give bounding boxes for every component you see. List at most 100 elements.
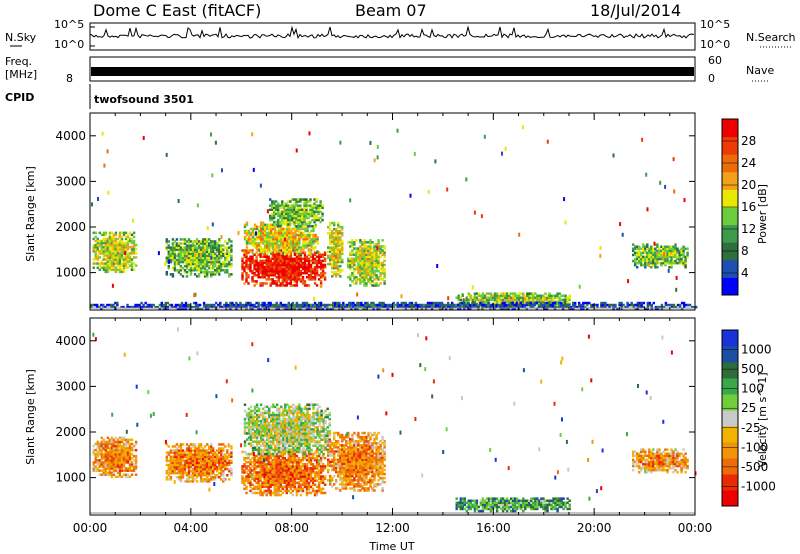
rti-cell — [261, 265, 264, 269]
rti-cell — [274, 250, 277, 253]
rti-cell — [287, 278, 290, 281]
rti-cell — [104, 270, 107, 274]
rti-cell — [413, 151, 416, 156]
rti-cell — [114, 252, 118, 255]
rti-cell — [277, 206, 280, 209]
rti-cell — [259, 253, 262, 256]
rti-cell — [230, 447, 233, 450]
rti-cell — [580, 305, 583, 309]
rti-cell — [674, 255, 677, 259]
rti-cell — [297, 263, 301, 267]
rti-cell — [211, 305, 214, 309]
rti-cell — [218, 266, 221, 270]
rti-cell — [662, 249, 665, 253]
rti-cell — [273, 202, 276, 205]
rti-cell — [241, 450, 244, 454]
rti-cell — [562, 298, 565, 302]
rti-cell — [644, 249, 647, 253]
rti-cell — [299, 265, 303, 269]
rti-cell — [306, 244, 309, 247]
rti-cell — [104, 266, 107, 269]
rti-cell — [292, 246, 295, 249]
rti-cell — [280, 237, 283, 241]
rti-cell — [308, 233, 311, 237]
rti-cell — [259, 227, 263, 231]
rti-cell — [337, 266, 340, 270]
rti-cell — [214, 244, 217, 247]
rti-cell — [365, 257, 368, 261]
rti-cell — [106, 241, 109, 245]
rti-cell — [230, 467, 233, 471]
rti-cell — [365, 263, 368, 267]
rti-cell — [277, 218, 280, 222]
rti-cell — [263, 303, 266, 307]
rti-cell — [640, 263, 643, 267]
rti-cell — [108, 264, 112, 267]
rti-cell — [378, 305, 381, 309]
rti-cell — [112, 303, 115, 307]
rti-cell — [457, 307, 460, 311]
rti-cell — [98, 444, 101, 448]
rti-cell — [273, 467, 276, 470]
rti-cell — [259, 229, 263, 233]
rti-cell — [100, 450, 103, 454]
rti-cell — [529, 301, 532, 305]
rti-cell — [245, 456, 248, 460]
rti-cell — [269, 259, 272, 263]
rti-cell — [327, 225, 330, 229]
rti-cell — [173, 252, 177, 255]
rti-cell — [493, 296, 497, 299]
rti-cell — [309, 255, 313, 258]
rti-cell — [251, 280, 254, 283]
rti-cell — [620, 303, 623, 307]
rti-cell — [481, 298, 485, 302]
rti-cell — [94, 256, 97, 259]
rti-cell — [294, 233, 297, 237]
rti-cell — [282, 229, 285, 233]
rti-cell — [538, 294, 541, 297]
rti-cell — [273, 204, 276, 207]
rti-cell — [266, 240, 269, 243]
rti-cell — [369, 241, 372, 244]
rti-cell — [309, 307, 313, 311]
rti-cell — [367, 251, 370, 254]
rti-cell — [118, 465, 122, 468]
rti-cell — [287, 263, 290, 267]
rti-cell — [201, 252, 205, 255]
rti-cell — [259, 183, 262, 188]
rti-cell — [185, 453, 189, 456]
rti-cell — [201, 242, 205, 245]
rti-cell — [263, 491, 266, 495]
rti-cell — [167, 467, 170, 471]
rti-cell — [114, 467, 118, 470]
rti-cell — [255, 274, 258, 277]
rti-cell — [641, 137, 644, 142]
rti-cell — [128, 469, 132, 472]
rti-cell — [226, 254, 229, 258]
rti-cell — [106, 467, 109, 470]
rti-cell — [368, 303, 371, 307]
rti-cell — [268, 250, 271, 253]
rti-cell — [282, 240, 285, 243]
rti-cell — [315, 255, 319, 258]
rti-cell — [550, 294, 553, 297]
rti-cell — [319, 280, 323, 283]
rti-cell — [116, 453, 120, 456]
rti-cell — [169, 455, 173, 458]
rti-cell — [267, 481, 270, 484]
rti-cell — [265, 467, 268, 470]
rti-cell — [335, 238, 338, 241]
rti-cell — [369, 140, 372, 145]
rti-cell — [333, 250, 336, 253]
rti-cell — [120, 245, 124, 249]
rti-cell — [522, 294, 525, 297]
rti-cell — [191, 250, 195, 253]
rti-cell — [684, 266, 687, 269]
rti-cell — [179, 480, 183, 483]
rti-cell — [375, 278, 378, 281]
rti-cell — [106, 245, 109, 249]
rti-cell — [296, 233, 299, 237]
rti-cell — [255, 305, 258, 309]
rti-cell — [285, 274, 288, 277]
rti-cell — [337, 240, 340, 243]
